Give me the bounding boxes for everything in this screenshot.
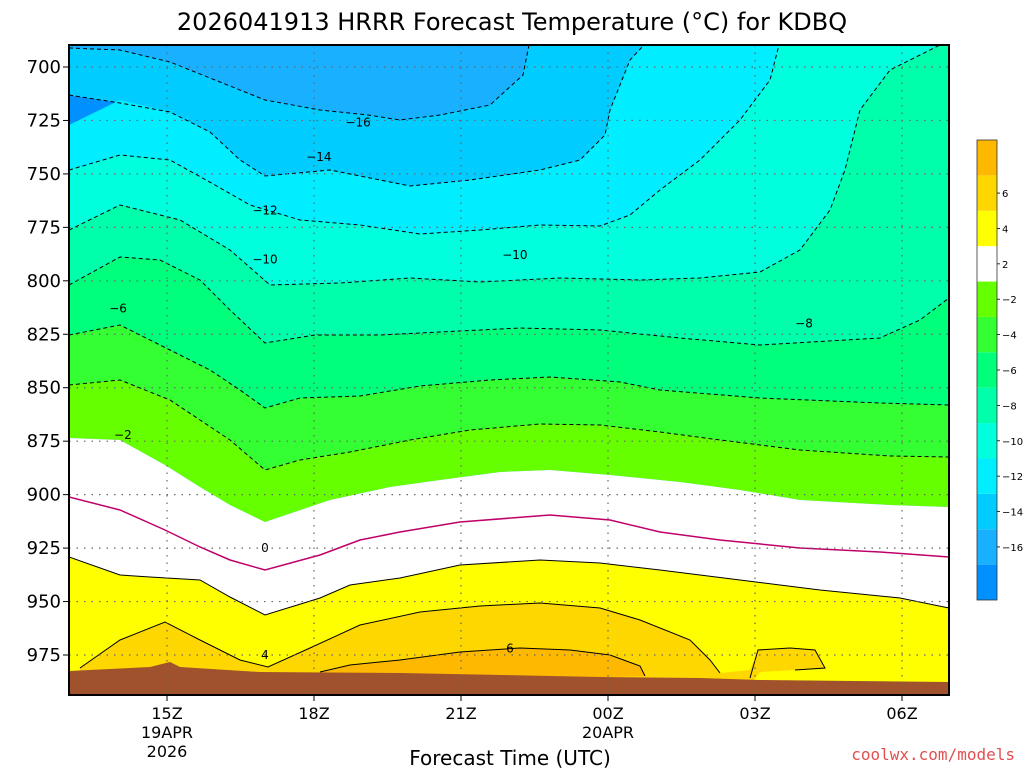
- band-minus10-to-8: [69, 45, 940, 285]
- x-tick-label: 21Z: [445, 704, 476, 723]
- colorbar-bin: [977, 458, 997, 494]
- colorbar-bin: [977, 140, 997, 176]
- plot-area: −16 −14 −12 −10 −10 −8 −6 −2 0 4 6: [69, 45, 949, 695]
- plot-frame: [68, 44, 950, 696]
- y-tick-label: 975: [27, 645, 61, 666]
- y-tick-label: 775: [27, 217, 61, 238]
- y-axis: 700 725 750 775 800 825 850 875 900 925 950 975: [27, 57, 69, 666]
- y-tick-label: 900: [27, 485, 61, 506]
- colorbar-tick-label: −16: [1002, 543, 1023, 554]
- contour-label: −10: [252, 252, 277, 266]
- contour-lines-negative: [69, 45, 949, 471]
- colorbar-tick-label: −10: [1002, 437, 1023, 448]
- colorbar: −16 −14 −12 −10 −8 −6 −4 −2 2 4 6: [976, 139, 1023, 601]
- contour-label: −12: [252, 203, 277, 217]
- x-tick-date: 20APR: [582, 723, 634, 742]
- x-axis-label: Forecast Time (UTC): [409, 746, 611, 768]
- band-minus14-to-12: [69, 45, 644, 186]
- colorbar-bin: [977, 352, 997, 388]
- y-tick-label: 925: [27, 538, 61, 559]
- band-minus12-to-10: [69, 45, 779, 234]
- colorbar-tick-label: −4: [1002, 331, 1017, 342]
- chart-title: 2026041913 HRRR Forecast Temperature (°C…: [177, 8, 847, 36]
- colorbar-bin: [977, 387, 997, 424]
- colorbar-tick-label: −12: [1002, 472, 1023, 483]
- y-tick-label: 725: [27, 110, 61, 131]
- colorbar-tick-label: 6: [1002, 189, 1008, 200]
- contour-lines-positive: [69, 556, 949, 679]
- contour-label: 6: [506, 642, 514, 656]
- band-6-to-8: [320, 648, 645, 680]
- band-0-to-2: [69, 438, 949, 615]
- contour-label: −2: [114, 428, 132, 442]
- colorbar-tick-label: −8: [1002, 401, 1017, 412]
- colorbar-bin: [977, 423, 997, 459]
- x-tick-label: 06Z: [886, 704, 917, 723]
- contour-label: −14: [306, 150, 331, 164]
- band-minus8-to-6: [69, 45, 949, 345]
- contour-label: −16: [345, 116, 370, 130]
- contour-label: 4: [261, 648, 269, 662]
- y-tick-label: 750: [27, 164, 61, 185]
- colorbar-bin: [977, 246, 997, 282]
- band-minus4-to-2: [69, 325, 949, 470]
- y-tick-label: 700: [27, 57, 61, 78]
- colorbar-bin: [977, 493, 997, 530]
- contour-label: −8: [795, 317, 813, 331]
- colorbar-tick-label: 2: [1002, 260, 1008, 271]
- contour-label: −6: [109, 302, 127, 316]
- colorbar-tick-label: 4: [1002, 224, 1008, 235]
- colorbar-bin: [977, 281, 997, 317]
- band-4-to-6: [80, 603, 825, 685]
- colorbar-tick-label: −14: [1002, 508, 1023, 519]
- x-tick-label: 15Z: [151, 704, 182, 723]
- colorbar-tick-label: −6: [1002, 366, 1017, 377]
- colorbar-tick-label: −2: [1002, 295, 1017, 306]
- contour-label: −10: [502, 248, 527, 262]
- y-tick-label: 800: [27, 271, 61, 292]
- y-tick-label: 875: [27, 431, 61, 452]
- colorbar-bin: [977, 175, 997, 211]
- ground-terrain: [69, 662, 949, 695]
- colorbar-bin: [977, 210, 997, 247]
- credit-text: coolwx.com/models: [851, 745, 1015, 764]
- y-tick-label: 850: [27, 378, 61, 399]
- y-tick-label: 950: [27, 592, 61, 613]
- y-tick-label: 825: [27, 324, 61, 345]
- band-minus16-to-14: [69, 45, 644, 120]
- x-tick-label: 03Z: [739, 704, 770, 723]
- x-tick-label: 00Z: [592, 704, 623, 723]
- colorbar-bin: [977, 529, 997, 565]
- x-tick-label: 18Z: [298, 704, 329, 723]
- band-minus2-to-0: [69, 380, 949, 522]
- contour-zero-line: [69, 496, 949, 571]
- contour-labels: −16 −14 −12 −10 −10 −8 −6 −2 0 4 6: [109, 116, 813, 662]
- contour-label: 0: [261, 541, 269, 555]
- colorbar-bin: [977, 564, 997, 600]
- band-minus6-to-4: [69, 257, 949, 408]
- x-tick-date: 19APR: [141, 723, 193, 742]
- x-tick-year: 2026: [147, 742, 188, 761]
- colorbar-bin: [977, 316, 997, 353]
